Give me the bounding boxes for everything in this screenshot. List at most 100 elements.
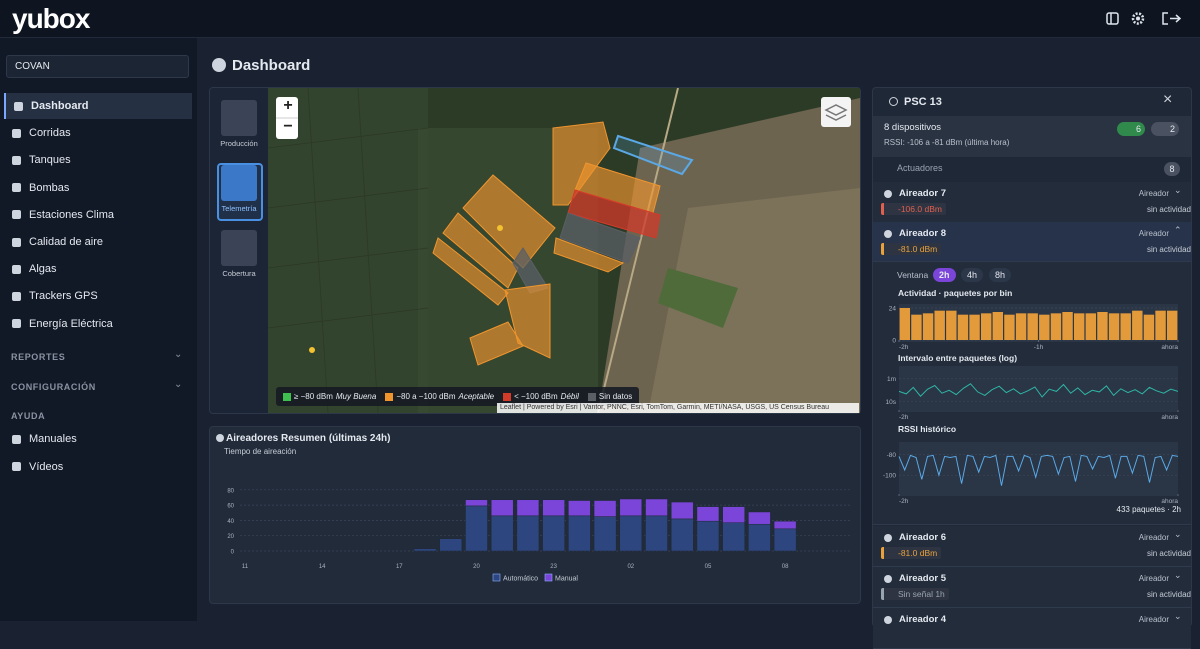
nav-item[interactable]: Corridas [4,120,192,146]
section-header[interactable]: REPORTES [11,352,66,362]
device-type: Aireador [1138,615,1169,624]
tool-icon [221,165,257,201]
device-status: sin actividad [1146,549,1191,558]
nav-item[interactable]: Tanques [4,147,192,173]
nav-item[interactable]: Algas [4,256,192,282]
settings[interactable] [1131,12,1145,25]
legend-range: −80 a −100 dBm [396,392,456,401]
section-header: AYUDA [11,411,46,421]
layers-button[interactable] [821,97,851,127]
summary: 8 dispositivos RSSI: -106 a -81 dBm (últ… [873,116,1191,157]
section-header[interactable]: CONFIGURACIÓN [11,382,96,392]
chevron: ⌄ [1174,570,1182,580]
nav-item[interactable]: Trackers GPS [4,283,192,309]
legend-item: ≥ −80 dBm Muy Buena [283,392,376,401]
signal-badge: -81.0 dBm [881,243,942,255]
device-icon [884,230,892,238]
tool-label: Producción [220,139,258,148]
close-button[interactable]: × [1163,91,1173,108]
help-item[interactable]: Vídeos [4,454,192,480]
chart-subtitle: Tiempo de aireación [224,447,297,456]
header: yubox [0,0,1200,38]
sidebar: COVAN Dashboard Corridas Tanques Bombas Esta… [0,38,197,621]
legend-item: Sin datos [587,392,632,401]
tool-label: Cobertura [222,269,256,278]
dashboard-icon [212,58,226,72]
map[interactable] [268,88,860,413]
device-icon [884,534,892,542]
nav-label: Estaciones Clima [29,208,114,221]
device-status: sin actividad [1146,205,1191,214]
device-type: Aireador [1138,229,1169,238]
expanded-detail: Ventana 2h 4h 8h Actividad · paquetes po… [873,262,1191,525]
nav-label: Vídeos [29,460,64,473]
nav-item[interactable]: Calidad de aire [4,229,192,255]
legend-swatch [587,392,596,401]
nav-label: Tanques [29,154,71,167]
nav-icon [12,434,21,444]
nav-icon [12,319,21,329]
nav-label: Dashboard [31,100,89,112]
device-row[interactable] [873,222,1191,262]
nav-icon [12,462,21,471]
device-name: Aireador 7 [899,188,946,199]
chart-panel: Aireadores Resumen (últimas 24h) Tiempo … [209,426,861,604]
nav-icon [14,101,23,111]
device-name: Aireador 4 [899,614,946,625]
nav-icon [12,264,21,274]
map-attribution: Leaflet | Powered by Esri | Vantor, PNNC… [497,403,859,413]
chevron: ⌄ [1174,185,1182,195]
nav-item[interactable]: Estaciones Clima [4,202,192,228]
antenna-icon [889,97,898,106]
legend-range: ≥ −80 dBm [294,392,333,401]
nav-icon [12,291,21,301]
help-item[interactable]: Manuales [4,426,192,452]
device-name: Aireador 6 [899,532,946,543]
device-row[interactable] [873,182,1191,223]
fan-icon [216,434,224,442]
window-label: Ventana [897,270,929,280]
legend-swatch [283,392,291,401]
legend-range: < −100 dBm [514,392,558,401]
chevron: ⌄ [174,379,183,390]
nav-item[interactable]: Dashboard [4,93,192,119]
device-type: Aireador [1138,189,1169,198]
chevron: ⌄ [1174,611,1182,621]
panel-title: PSC 13 [904,96,942,108]
device-row[interactable] [873,526,1191,567]
legend-quality: Muy Buena [335,392,377,401]
nav-label: Trackers GPS [29,290,98,303]
activity-title: Actividad · paquetes por bin [898,288,1013,298]
logo[interactable]: yubox [12,3,90,34]
device-row[interactable] [873,567,1191,608]
device-name: Aireador 8 [899,228,946,239]
packets-count: 433 paquetes · 2h [1116,505,1182,514]
signal-badge: -106.0 dBm [881,203,946,215]
sidebar-toggle[interactable] [1106,12,1119,25]
zoom-out[interactable]: − [283,118,293,135]
zoom-in[interactable]: + [283,97,293,114]
nav-icon [12,128,21,138]
chevron: ⌃ [1174,225,1182,235]
legend-swatch [385,392,394,401]
device-type: Aireador [1138,574,1169,583]
chevron: ⌄ [1174,529,1182,539]
window-4h[interactable]: 4h [961,268,984,282]
nav-icon [12,237,21,247]
tool-icon [221,230,257,266]
nav-item[interactable]: Bombas [4,175,192,201]
nav-icon [12,210,21,220]
window-8h[interactable]: 8h [989,268,1012,282]
device-status: sin actividad [1146,590,1191,599]
offline-count: 2 [1151,122,1179,136]
nav-label: Algas [29,263,57,276]
nav-item[interactable]: Energía Eléctrica [4,311,192,337]
chevron: ⌄ [174,349,183,360]
search[interactable]: COVAN [6,55,189,78]
window-2h[interactable]: 2h [933,268,956,282]
legend-item: < −100 dBm Débil [503,392,579,401]
legend-quality: Aceptable [458,392,495,401]
interval-title: Intervalo entre paquetes (log) [898,353,1018,363]
logout[interactable] [1162,12,1182,25]
